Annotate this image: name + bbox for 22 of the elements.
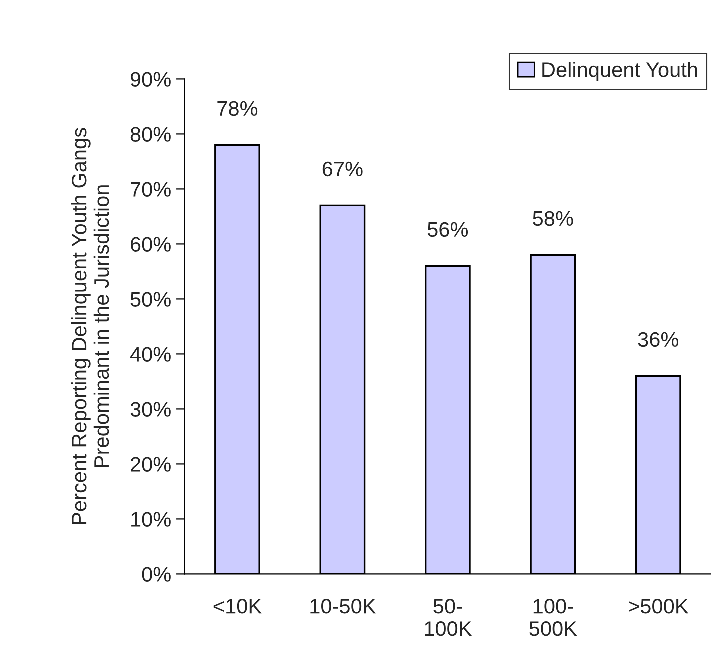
text: 36%: [638, 332, 678, 348]
y-tick-label: 20%: [131, 457, 171, 472]
y-tick-label: 90%: [130, 72, 171, 87]
text: 78%: [218, 101, 258, 116]
y-tick-label: 50%: [130, 292, 171, 307]
legend-label: Delinquent Youth: [542, 62, 698, 82]
y-tick-label: 80%: [130, 127, 171, 142]
y-axis-title: Percent Reporting Delinquent Youth Gangs Predominant in the Jurisdiction: [71, 128, 110, 524]
x-tick-label: >500K: [629, 599, 689, 614]
text: 56%: [428, 222, 468, 238]
y-tick-label: 30%: [130, 402, 171, 417]
y-tick-label: 70%: [131, 182, 171, 197]
x-tick-label: <10K: [214, 599, 262, 614]
x-tick-label: 10-50K: [310, 599, 376, 614]
text: 58%: [533, 211, 574, 226]
x-tick-label: 50- 100K: [425, 599, 472, 636]
text: 67%: [322, 162, 363, 177]
y-tick-label: 0%: [142, 567, 171, 582]
x-tick-label: 100- 500K: [530, 599, 578, 636]
y-tick-label: 40%: [130, 347, 171, 362]
y-tick-label: 60%: [131, 237, 171, 252]
y-tick-label: 10%: [132, 512, 171, 527]
